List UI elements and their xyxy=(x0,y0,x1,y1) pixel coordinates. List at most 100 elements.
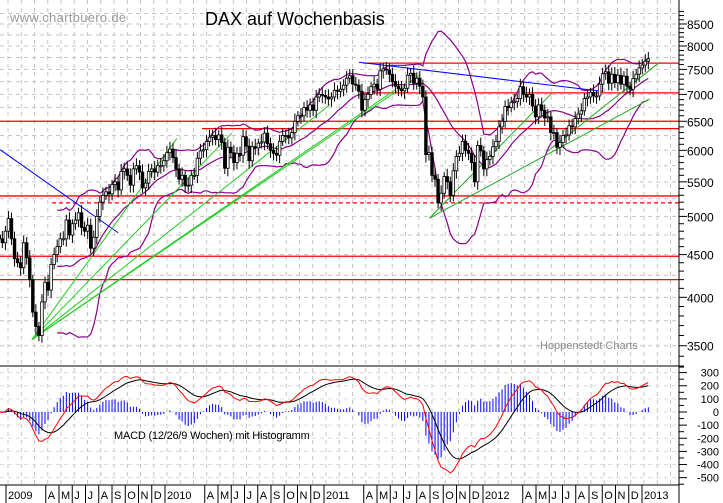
candle-body xyxy=(25,242,29,259)
candle-body xyxy=(183,174,187,187)
macd-label: MACD (12/26/9 Wochen) mit Histogramm xyxy=(114,430,310,442)
candle-body xyxy=(311,104,315,111)
candle-body xyxy=(396,85,401,90)
candle-body xyxy=(603,71,608,75)
candle-body xyxy=(9,218,14,240)
y-tick-label: 6500 xyxy=(687,115,714,129)
candle-body xyxy=(506,106,510,108)
candle-body xyxy=(64,219,69,240)
candle-body xyxy=(348,75,352,79)
candle-body xyxy=(646,58,651,62)
candle-body xyxy=(159,165,163,168)
candle-body xyxy=(463,140,468,151)
candle-body xyxy=(101,194,105,203)
candle-body xyxy=(134,165,139,170)
candle-body xyxy=(412,72,416,84)
candle-body xyxy=(73,219,78,225)
candle-body xyxy=(381,68,385,72)
candle-body xyxy=(344,77,349,86)
candle-body xyxy=(119,171,123,191)
candle-body xyxy=(95,216,99,238)
x-tick-label: N xyxy=(300,490,308,502)
candle-body xyxy=(524,94,529,98)
macd-tick-label: -400 xyxy=(697,460,719,472)
y-tick-label: 7500 xyxy=(687,63,714,77)
candle-body xyxy=(475,145,480,183)
candle-body xyxy=(168,148,172,154)
candle-body xyxy=(363,99,367,111)
candle-body xyxy=(216,134,221,140)
candle-body xyxy=(299,115,303,118)
x-tick-label: J xyxy=(233,490,239,502)
x-tick-label: N xyxy=(141,490,149,502)
candle-body xyxy=(415,77,419,84)
y-tick-label: 6000 xyxy=(687,144,714,158)
y-tick-label: 5500 xyxy=(687,176,714,190)
candle-body xyxy=(573,118,577,128)
candle-body xyxy=(256,142,261,149)
candle-body xyxy=(518,86,523,99)
candle-body xyxy=(591,91,596,97)
candle-body xyxy=(204,140,209,151)
candle-body xyxy=(6,218,11,232)
candle-body xyxy=(18,262,23,269)
candle-body xyxy=(174,157,178,170)
x-tick-label: S xyxy=(432,490,439,502)
x-tick-label: J xyxy=(565,490,571,502)
candle-body xyxy=(390,73,395,83)
candle-body xyxy=(320,94,324,96)
candle-body xyxy=(162,160,166,167)
x-tick-label: A xyxy=(48,490,56,502)
bollinger-middle-band xyxy=(57,77,649,268)
candle-body xyxy=(408,72,413,76)
y-tick-label: 4500 xyxy=(687,249,714,263)
candle-body xyxy=(229,146,233,154)
candle-body xyxy=(284,135,288,137)
candle-body xyxy=(268,143,273,151)
candle-body xyxy=(543,109,547,119)
candle-body xyxy=(354,83,358,86)
trendline xyxy=(31,132,233,340)
candle-body xyxy=(387,69,392,75)
candle-body xyxy=(375,83,379,90)
candle-body xyxy=(85,224,90,232)
macd-line xyxy=(0,375,649,474)
candle-body xyxy=(607,71,611,84)
candle-body xyxy=(341,84,346,90)
candle-body xyxy=(210,135,215,138)
macd-tick-label: -200 xyxy=(697,433,719,445)
x-tick-label: O xyxy=(604,490,613,502)
x-tick-label: A xyxy=(419,490,427,502)
candle-body xyxy=(165,152,169,162)
chart-title: DAX auf Wochenbasis xyxy=(205,9,385,29)
candle-body xyxy=(265,132,270,145)
candle-body xyxy=(198,150,203,159)
candle-body xyxy=(241,136,245,156)
candle-body xyxy=(576,113,580,119)
candle-body xyxy=(372,83,376,88)
candle-body xyxy=(149,168,154,172)
candle-body xyxy=(125,168,129,176)
candle-body xyxy=(378,70,382,90)
candle-body xyxy=(558,142,562,148)
macd-tick-label: 300 xyxy=(701,368,719,380)
candle-body xyxy=(360,90,364,111)
candle-body xyxy=(305,107,309,111)
candle-body xyxy=(369,86,373,95)
candle-body xyxy=(500,120,504,128)
candle-body xyxy=(308,104,312,111)
candle-body xyxy=(290,132,294,139)
candle-body xyxy=(137,165,142,173)
trendline xyxy=(31,75,420,340)
candle-body xyxy=(536,104,541,118)
candle-body xyxy=(494,140,498,148)
candle-body xyxy=(491,146,495,157)
x-tick-label: M xyxy=(61,490,70,502)
candle-body xyxy=(253,146,257,149)
candle-body xyxy=(287,135,291,139)
x-tick-label: 2013 xyxy=(644,490,668,502)
x-tick-label: D xyxy=(631,490,639,502)
y-tick-label: 4000 xyxy=(687,291,714,305)
candle-body xyxy=(552,132,556,135)
